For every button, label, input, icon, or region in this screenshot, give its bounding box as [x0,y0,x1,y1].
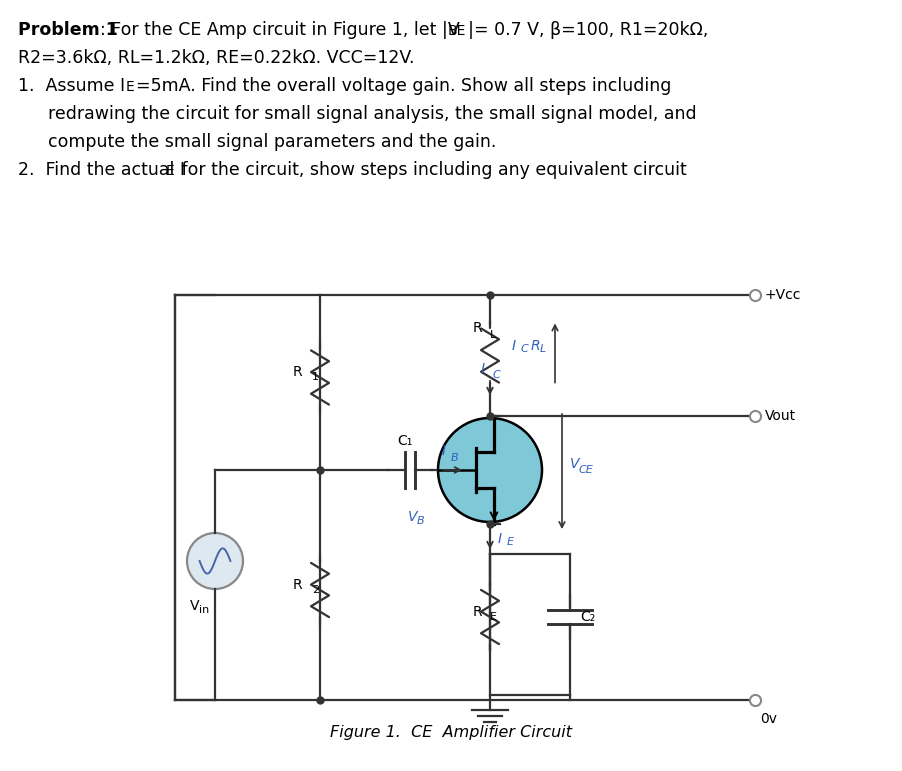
Text: I: I [498,532,502,546]
Text: 0v: 0v [760,712,777,726]
Text: Figure 1.  CE  Amplifier Circuit: Figure 1. CE Amplifier Circuit [330,726,572,740]
Text: R2=3.6kΩ, RL=1.2kΩ, RE=0.22kΩ. VCC=12V.: R2=3.6kΩ, RL=1.2kΩ, RE=0.22kΩ. VCC=12V. [18,49,415,67]
Text: V: V [570,457,579,471]
Circle shape [438,418,542,522]
Text: E: E [490,612,497,622]
Text: Vout: Vout [765,409,796,423]
Text: I: I [481,362,485,376]
Text: CE: CE [579,465,594,475]
Text: R: R [473,322,482,335]
Text: 2: 2 [312,585,319,595]
Circle shape [187,533,243,589]
Text: |= 0.7 V, β=100, R1=20kΩ,: |= 0.7 V, β=100, R1=20kΩ, [468,21,708,39]
Text: E: E [166,164,175,178]
Text: Problem 1: Problem 1 [18,21,118,39]
Text: BE: BE [448,24,466,38]
Text: R: R [292,578,302,592]
Text: R: R [473,605,482,619]
Text: in: in [199,605,209,615]
Text: +Vcc: +Vcc [765,288,801,302]
Text: C: C [493,370,501,380]
Text: L: L [540,344,547,353]
Text: E: E [126,80,134,94]
Text: I: I [442,444,446,458]
Text: R: R [292,365,302,379]
Text: 1.  Assume I: 1. Assume I [18,77,125,95]
Text: : For the CE Amp circuit in Figure 1, let |V: : For the CE Amp circuit in Figure 1, le… [100,21,460,39]
Text: C₁: C₁ [397,434,413,448]
Text: V: V [408,510,418,524]
Text: C₂: C₂ [580,610,595,624]
Text: I: I [512,338,516,352]
Text: B: B [417,516,425,526]
Text: V: V [190,599,199,613]
Text: redrawing the circuit for small signal analysis, the small signal model, and: redrawing the circuit for small signal a… [48,105,696,123]
Text: 1: 1 [312,372,319,382]
Text: E: E [507,537,514,547]
Text: C: C [521,344,529,353]
Text: =5mA. Find the overall voltage gain. Show all steps including: =5mA. Find the overall voltage gain. Sho… [136,77,671,95]
Text: L: L [490,331,496,341]
Text: B: B [451,453,458,463]
Text: compute the small signal parameters and the gain.: compute the small signal parameters and … [48,133,496,151]
Text: R: R [531,338,540,352]
Text: for the circuit, show steps including any equivalent circuit: for the circuit, show steps including an… [176,161,686,179]
Text: 2.  Find the actual I: 2. Find the actual I [18,161,185,179]
